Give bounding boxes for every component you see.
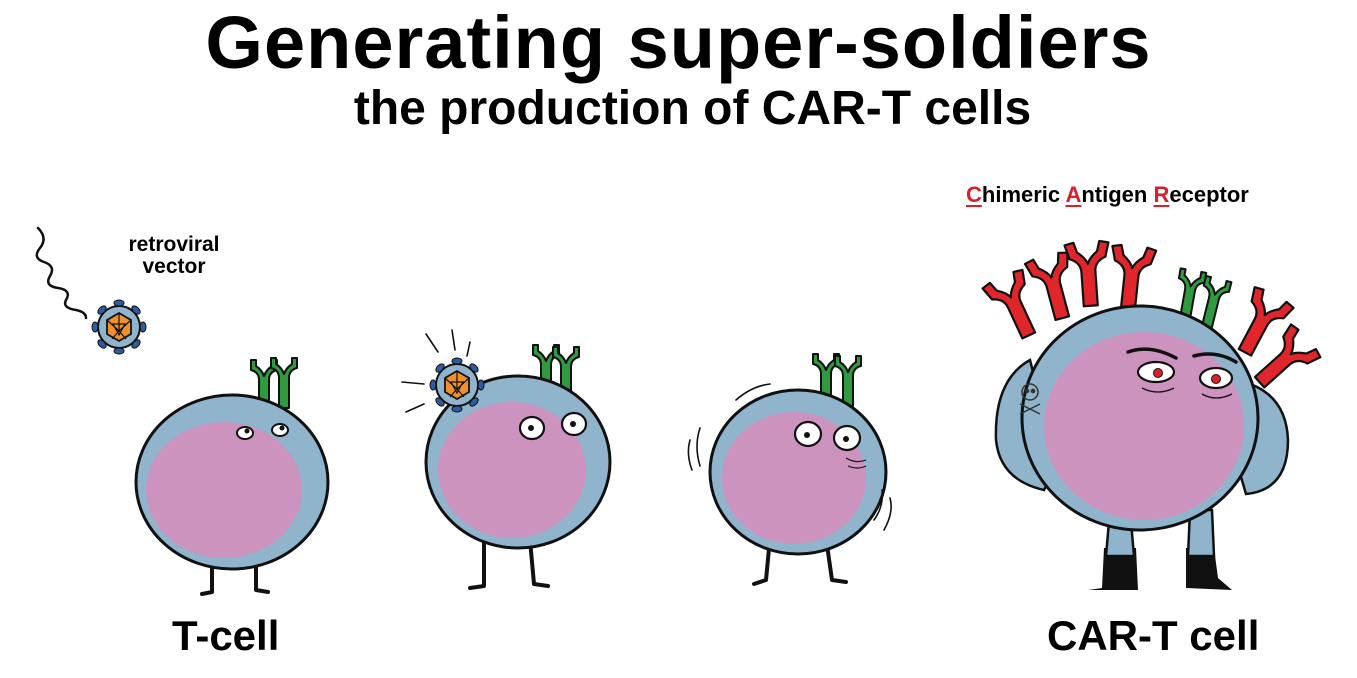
skull-tattoo-icon: [1019, 383, 1041, 415]
stage3-cytoplasm: [722, 412, 866, 544]
tcell-pupil-right: [279, 425, 285, 431]
stage2-pupil-right: [570, 421, 576, 427]
stage2-pupil-left: [528, 425, 534, 431]
cart-pupil-right: [1211, 374, 1221, 384]
cart-brow-right: [1192, 352, 1238, 364]
car-receptor-icon-4: [1104, 242, 1158, 314]
stage3-leg-right: [824, 536, 848, 584]
tcell-pupil-left: [244, 428, 250, 434]
cart-boot-left: [1088, 548, 1138, 590]
car-initial-a: A: [1065, 182, 1082, 207]
cart-stage: [980, 239, 1323, 590]
car-receptor-icon-3: [1063, 239, 1114, 309]
tcell-label: T-cell: [172, 612, 280, 659]
infection-stage: [401, 329, 612, 590]
car-receptor-icon: [980, 267, 1050, 346]
tcell-eye-right: [271, 423, 289, 437]
cart-cytoplasm: [1044, 332, 1244, 520]
car-initial-c: C: [966, 182, 982, 207]
retroviral-vector-icon: [91, 299, 147, 355]
stage2-leg-right: [528, 538, 550, 588]
tcell-stage: [134, 357, 330, 596]
car-word-rest-3: eceptor: [1169, 182, 1249, 207]
diagram-title: Generating super-soldiers: [205, 1, 1152, 84]
shake-lines: [687, 383, 892, 531]
stage3-pupil-left: [804, 432, 810, 438]
cart-brow-left: [1126, 347, 1178, 360]
stage3-pupil-right: [843, 436, 849, 442]
vector-label-line2: vector: [142, 255, 206, 278]
car-initial-r: R: [1153, 182, 1170, 207]
fusing-vector-icon: [429, 357, 485, 413]
car-word-rest-1: himeric: [981, 182, 1061, 207]
diagram-subtitle: the production of CAR-T cells: [353, 82, 1032, 135]
vector-label-line1: retroviral: [128, 233, 220, 256]
stage2-cytoplasm: [438, 402, 586, 538]
impact-lines: [401, 329, 471, 413]
stage2-leg-left: [468, 538, 486, 590]
stage3-leg-left: [752, 536, 772, 586]
car-acronym-label: Chimeric Antigen Receptor: [966, 180, 1249, 210]
retroviral-vector-group: [35, 226, 147, 355]
vector-squiggle-tail: [35, 226, 88, 320]
tcell-receptor-icon-2: [270, 357, 298, 409]
transforming-stage: [687, 353, 892, 586]
cart-eye-bags: [1141, 387, 1233, 399]
cart-cell-label: CAR-T cell: [1047, 612, 1260, 659]
car-word-rest-2: ntigen: [1081, 182, 1148, 207]
tcell-cytoplasm: [146, 422, 302, 558]
cart-pupil-left: [1153, 368, 1163, 378]
retroviral-vector-label: retroviral vector: [118, 234, 230, 278]
tcell-eye-left: [236, 426, 254, 440]
stage3-cheek-lines: [845, 457, 867, 469]
cart-boot-right: [1186, 548, 1232, 590]
